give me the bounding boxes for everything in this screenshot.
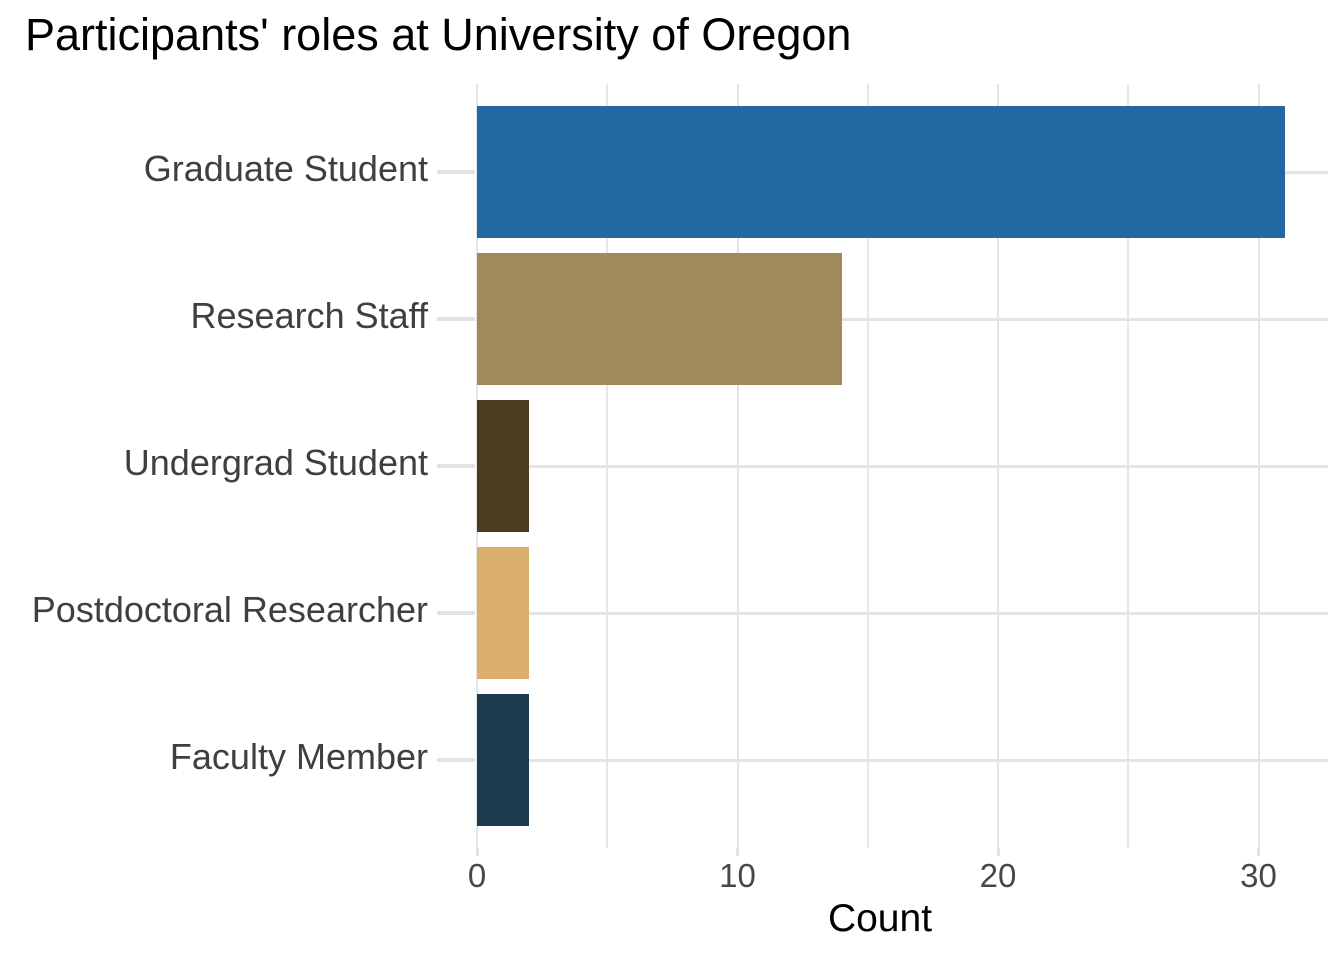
bar-graduate-student [477,106,1285,238]
y-tick-mark-postdoctoral-researcher [437,611,475,615]
bar-faculty-member [477,694,530,826]
bar-postdoctoral-researcher [477,547,530,679]
y-tick-label-faculty-member: Faculty Member [169,736,428,777]
x-tick-mark-10 [736,848,739,856]
bar-research-staff [477,253,842,385]
x-tick-mark-30 [1257,848,1260,856]
gridline-y-research-staff [477,317,1328,321]
x-tick-mark-0 [475,848,479,856]
gridline-y-postdoctoral-researcher [477,611,1328,615]
chart-title: Participants' roles at University of Ore… [25,9,852,60]
x-axis-label: Count [827,897,933,940]
y-tick-label-research-staff: Research Staff [190,295,428,336]
x-tick-label-20: 20 [979,857,1017,894]
gridline-y-undergrad-student [477,464,1328,468]
x-tick-label-30: 30 [1240,857,1277,894]
y-tick-mark-research-staff [437,317,475,321]
y-tick-label-undergrad-student: Undergrad Student [123,442,428,483]
y-tick-label-postdoctoral-researcher: Postdoctoral Researcher [31,589,428,630]
gridline-y-faculty-member [477,758,1328,762]
y-tick-mark-graduate-student [437,170,475,174]
x-tick-mark-20 [996,848,1000,856]
y-tick-mark-undergrad-student [437,464,475,468]
bar-undergrad-student [477,400,530,532]
x-tick-label-10: 10 [719,857,756,894]
y-tick-label-graduate-student: Graduate Student [143,148,428,189]
y-tick-mark-faculty-member [437,758,475,762]
x-tick-label-0: 0 [467,857,487,894]
